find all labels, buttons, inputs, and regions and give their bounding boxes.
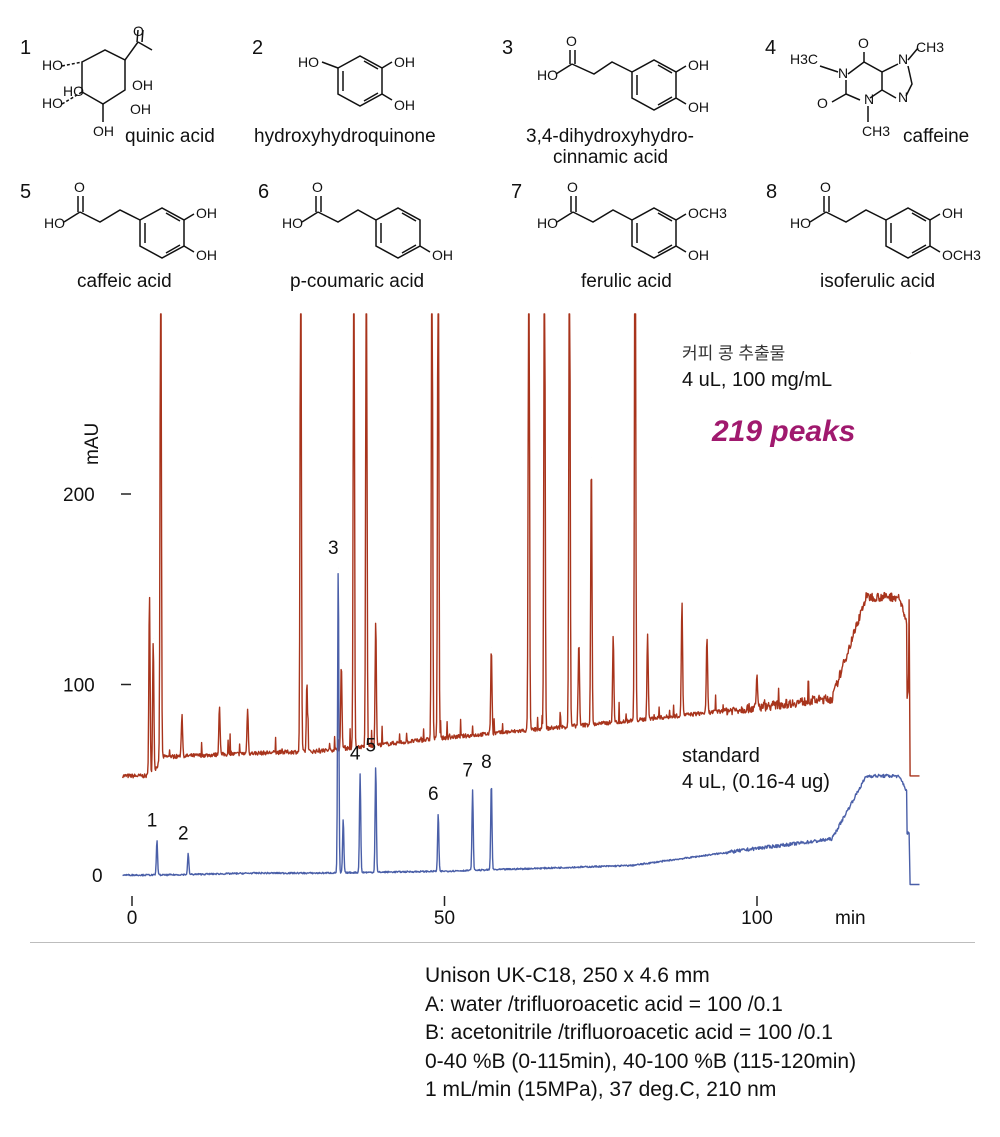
- atom-label: HO: [63, 83, 84, 99]
- structure-name: p-coumaric acid: [290, 271, 424, 292]
- atom-label: OH: [394, 54, 415, 70]
- structure-number: 2: [252, 37, 263, 59]
- atom-label: O: [74, 179, 85, 195]
- structure-name-line2: cinnamic acid: [553, 147, 668, 168]
- atom-label: OH: [688, 247, 709, 263]
- series-line-sample: [121, 313, 920, 779]
- structure-dihydroxyhydrocinnamic-acid: 3 HO O OH OH 3,4-dihydroxyhydro- cinnami…: [502, 33, 709, 168]
- structure-isoferulic-acid: 8 HO O OH OCH3 isoferulic acid: [766, 179, 981, 292]
- y-tick-label: 0: [92, 866, 103, 887]
- atom-label: HO: [537, 67, 558, 83]
- x-tick-label: 0: [127, 908, 138, 929]
- atom-label: OH: [432, 247, 453, 263]
- atom-label: OH: [942, 205, 963, 221]
- structure-number: 7: [511, 181, 522, 203]
- y-tick-label: 200: [63, 485, 95, 506]
- structure-number: 4: [765, 37, 776, 59]
- structure-name: hydroxyhydroquinone: [254, 126, 436, 147]
- series-line-standard: [122, 573, 920, 886]
- peak-label: 7: [462, 760, 473, 781]
- atom-label: N: [838, 65, 848, 81]
- standard-label-line1: standard: [682, 745, 760, 767]
- structure-name: caffeic acid: [77, 271, 172, 292]
- atom-label: OCH3: [942, 247, 981, 263]
- atom-label: HO: [537, 215, 558, 231]
- standard-label-line2: 4 uL, (0.16-4 ug): [682, 771, 830, 793]
- structure-number: 3: [502, 37, 513, 59]
- structure-number: 6: [258, 181, 269, 203]
- sample-label-line2: 4 uL, 100 mg/mL: [682, 369, 832, 391]
- sample-label-line1: 커피 콩 추출물: [682, 344, 785, 363]
- atom-label: H3C: [790, 51, 818, 67]
- chromatogram-chart: 0 100 200 0 50 100 12 3 4 5 6 7 8 mAU min 커피 콩 추출물 4…: [63, 313, 920, 929]
- atom-label: O: [858, 35, 869, 51]
- x-tick-label: 50: [434, 908, 455, 929]
- atom-label: O: [133, 23, 144, 39]
- structure-p-coumaric-acid: 6 HO O OH p-coumaric acid: [258, 179, 453, 292]
- y-axis-label: mAU: [82, 423, 103, 465]
- atom-label: OH: [394, 97, 415, 113]
- atom-label: O: [567, 179, 578, 195]
- atom-label: O: [820, 179, 831, 195]
- structure-number: 5: [20, 181, 31, 203]
- atom-label: O: [817, 95, 828, 111]
- structure-name: caffeine: [903, 126, 969, 147]
- chemical-structures: 1 HO HO HO OH OH OH O quinic acid 2 HO O…: [20, 23, 981, 292]
- atom-label: HO: [298, 54, 319, 70]
- structure-quinic-acid: 1 HO HO HO OH OH OH O quinic acid: [20, 23, 215, 147]
- atom-label: O: [566, 33, 577, 49]
- atom-label: HO: [44, 215, 65, 231]
- atom-label: HO: [42, 95, 63, 111]
- peaks-count-label: 219 peaks: [711, 415, 855, 448]
- atom-label: CH3: [916, 39, 944, 55]
- structure-name: ferulic acid: [581, 271, 672, 292]
- atom-label: OH: [130, 101, 151, 117]
- atom-label: OH: [688, 57, 709, 73]
- atom-label: OH: [132, 77, 153, 93]
- peak-label: 6: [428, 784, 439, 805]
- condition-column: Unison UK-C18, 250 x 4.6 mm: [425, 964, 710, 987]
- structure-number: 8: [766, 181, 777, 203]
- structure-caffeic-acid: 5 HO O OH OH caffeic acid: [20, 179, 217, 292]
- structure-name: quinic acid: [125, 126, 215, 147]
- atom-label: O: [312, 179, 323, 195]
- method-conditions: Unison UK-C18, 250 x 4.6 mm A: water /tr…: [425, 962, 856, 1105]
- y-tick-label: 100: [63, 676, 95, 697]
- atom-label: HO: [790, 215, 811, 231]
- structure-name: isoferulic acid: [820, 271, 935, 292]
- peak-label: 4: [350, 743, 361, 764]
- peak-label: 5: [365, 736, 376, 757]
- atom-label: CH3: [862, 123, 890, 139]
- structure-number: 1: [20, 37, 31, 59]
- atom-label: OH: [93, 123, 114, 139]
- peak-label: 2: [178, 824, 189, 845]
- atom-label: N: [898, 51, 908, 67]
- peak-label: 1: [147, 811, 158, 832]
- atom-label: OCH3: [688, 205, 727, 221]
- condition-eluent-b: B: acetonitrile /trifluoroacetic acid = …: [425, 1021, 833, 1044]
- condition-flow: 1 mL/min (15MPa), 37 deg.C, 210 nm: [425, 1078, 777, 1101]
- x-axis-label: min: [835, 908, 866, 929]
- structure-ferulic-acid: 7 HO O OCH3 OH ferulic acid: [511, 179, 727, 292]
- structure-name-line1: 3,4-dihydroxyhydro-: [526, 126, 694, 147]
- atom-label: N: [898, 89, 908, 105]
- atom-label: N: [864, 91, 874, 107]
- condition-eluent-a: A: water /trifluoroacetic acid = 100 /0.…: [425, 992, 783, 1016]
- condition-gradient: 0-40 %B (0-115min), 40-100 %B (115-120mi…: [425, 1049, 857, 1073]
- peak-label: 3: [328, 538, 339, 559]
- atom-label: OH: [196, 247, 217, 263]
- x-tick-label: 100: [741, 908, 773, 929]
- atom-label: HO: [42, 57, 63, 73]
- structure-caffeine: 4 H3C CH3 CH3 N N N N O O caffeine: [765, 35, 969, 147]
- atom-label: OH: [688, 99, 709, 115]
- atom-label: OH: [196, 205, 217, 221]
- atom-label: HO: [282, 215, 303, 231]
- divider: [30, 942, 975, 943]
- peak-label: 8: [481, 752, 492, 773]
- structure-hydroxyhydroquinone: 2 HO OH OH hydroxyhydroquinone: [252, 37, 436, 147]
